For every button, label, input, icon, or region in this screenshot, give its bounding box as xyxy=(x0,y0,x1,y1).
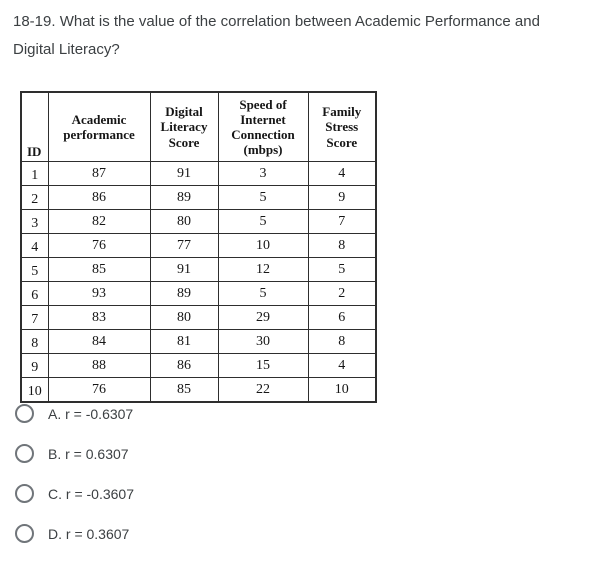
answer-option[interactable]: C. r = -0.3607 xyxy=(15,484,134,503)
data-cell: 15 xyxy=(217,353,309,378)
radio-button-icon[interactable] xyxy=(15,524,34,543)
table-row: 1 87 91 3 4 xyxy=(20,161,377,186)
table-row: 2 86 89 5 9 xyxy=(20,185,377,210)
option-label: C. r = -0.3607 xyxy=(48,485,134,502)
data-cell: 91 xyxy=(149,161,219,186)
question-text: 18-19. What is the value of the correlat… xyxy=(13,13,540,58)
data-cell: 91 xyxy=(149,257,219,282)
data-cell: 89 xyxy=(149,281,219,306)
data-cell: 6 xyxy=(307,305,377,330)
data-cell: 80 xyxy=(149,209,219,234)
data-cell: 93 xyxy=(47,281,151,306)
data-cell: 84 xyxy=(47,329,151,354)
radio-button-icon[interactable] xyxy=(15,444,34,463)
option-label: A. r = -0.6307 xyxy=(48,405,134,422)
table-row: 5 85 91 12 5 xyxy=(20,257,377,282)
answer-option[interactable]: A. r = -0.6307 xyxy=(15,404,134,423)
radio-button-icon[interactable] xyxy=(15,484,34,503)
row-id-cell: 1 xyxy=(20,161,49,186)
column-header: Speed of Internet Connection (mbps) xyxy=(217,91,309,162)
row-id-cell: 5 xyxy=(20,257,49,282)
answer-data-table: ID Academic performance Digital Literacy S… xyxy=(20,91,377,403)
data-cell: 8 xyxy=(307,329,377,354)
table-header-row: ID Academic performance Digital Literacy S… xyxy=(20,91,377,162)
row-id-cell: 2 xyxy=(20,185,49,210)
radio-button-icon[interactable] xyxy=(15,404,34,423)
data-cell: 85 xyxy=(149,377,219,403)
table-row: 9 88 86 15 4 xyxy=(20,353,377,378)
table-row: 8 84 81 30 8 xyxy=(20,329,377,354)
data-cell: 76 xyxy=(47,233,151,258)
data-cell: 7 xyxy=(307,209,377,234)
data-cell: 8 xyxy=(307,233,377,258)
column-header: Family Stress Score xyxy=(307,91,377,162)
answer-option[interactable]: D. r = 0.3607 xyxy=(15,524,134,543)
data-cell: 86 xyxy=(47,185,151,210)
data-cell: 76 xyxy=(47,377,151,403)
data-cell: 5 xyxy=(217,185,309,210)
data-cell: 87 xyxy=(47,161,151,186)
data-cell: 22 xyxy=(217,377,309,403)
data-cell: 89 xyxy=(149,185,219,210)
data-cell: 4 xyxy=(307,161,377,186)
table-row: 3 82 80 5 7 xyxy=(20,209,377,234)
row-id-cell: 10 xyxy=(20,377,49,403)
option-label: D. r = 0.3607 xyxy=(48,525,130,542)
row-id-cell: 6 xyxy=(20,281,49,306)
data-cell: 80 xyxy=(149,305,219,330)
data-cell: 29 xyxy=(217,305,309,330)
data-cell: 5 xyxy=(307,257,377,282)
data-cell: 9 xyxy=(307,185,377,210)
answer-option[interactable]: B. r = 0.6307 xyxy=(15,444,134,463)
column-header: Digital Literacy Score xyxy=(149,91,219,162)
option-label: B. r = 0.6307 xyxy=(48,445,129,462)
data-cell: 77 xyxy=(149,233,219,258)
table-row: 6 93 89 5 2 xyxy=(20,281,377,306)
column-header: ID xyxy=(20,91,49,162)
data-cell: 2 xyxy=(307,281,377,306)
data-cell: 10 xyxy=(307,377,377,403)
row-id-cell: 4 xyxy=(20,233,49,258)
data-cell: 5 xyxy=(217,209,309,234)
table-row: 10 76 85 22 10 xyxy=(20,377,377,403)
table-body: 1 87 91 3 4 2 86 89 5 9 3 82 80 5 7 4 76 77 10 8 5 85 91 12 5 6 93… xyxy=(20,161,377,403)
data-cell: 4 xyxy=(307,353,377,378)
data-cell: 82 xyxy=(47,209,151,234)
data-cell: 83 xyxy=(47,305,151,330)
data-cell: 12 xyxy=(217,257,309,282)
data-cell: 86 xyxy=(149,353,219,378)
data-cell: 81 xyxy=(149,329,219,354)
data-cell: 5 xyxy=(217,281,309,306)
data-cell: 3 xyxy=(217,161,309,186)
row-id-cell: 3 xyxy=(20,209,49,234)
options-list: A. r = -0.6307 B. r = 0.6307 C. r = -0.360… xyxy=(15,404,134,564)
table-row: 4 76 77 10 8 xyxy=(20,233,377,258)
data-cell: 85 xyxy=(47,257,151,282)
data-cell: 88 xyxy=(47,353,151,378)
table-row: 7 83 80 29 6 xyxy=(20,305,377,330)
row-id-cell: 9 xyxy=(20,353,49,378)
data-cell: 30 xyxy=(217,329,309,354)
column-header: Academic performance xyxy=(47,91,151,162)
row-id-cell: 7 xyxy=(20,305,49,330)
row-id-cell: 8 xyxy=(20,329,49,354)
data-cell: 10 xyxy=(217,233,309,258)
